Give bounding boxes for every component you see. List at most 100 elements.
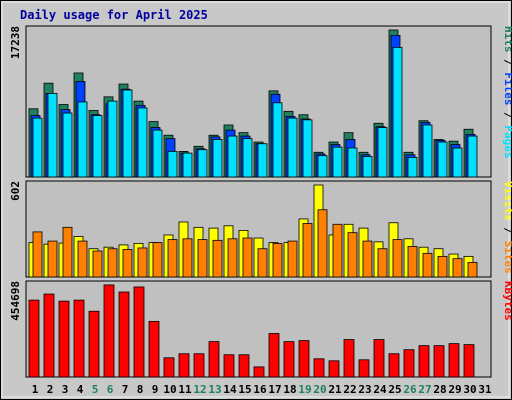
legend-sites-label: Sites: [502, 241, 512, 274]
bar-pages-day-3: [62, 112, 73, 178]
day-label-8: 8: [137, 383, 144, 396]
day-label-11: 11: [178, 383, 192, 396]
bar-pages-day-10: [167, 151, 178, 178]
bar-sites-day-5: [92, 250, 103, 278]
day-label-18: 18: [283, 383, 296, 396]
bar-pages-day-6: [107, 100, 118, 178]
bar-sites-day-3: [62, 226, 73, 278]
day-label-10: 10: [163, 383, 176, 396]
day-label-15: 15: [238, 383, 251, 396]
bar-pages-day-15: [242, 138, 253, 178]
bar-sites-day-20: [317, 209, 328, 278]
legend-kbytes-label: KBytes: [502, 281, 512, 321]
day-label-4: 4: [77, 383, 84, 396]
bar-sites-day-17: [272, 242, 283, 278]
bar-sites-day-25: [392, 239, 403, 278]
bar-pages-day-9: [152, 129, 163, 178]
bar-pages-day-21: [332, 146, 343, 178]
panel-visits-legend: Visits / Sites: [502, 181, 512, 274]
bar-kbytes-day-7: [118, 291, 130, 378]
day-label-22: 22: [343, 383, 356, 396]
bar-pages-day-7: [122, 89, 133, 178]
legend-pages-label: Pages: [502, 125, 512, 158]
bar-kbytes-day-6: [103, 284, 115, 378]
bar-kbytes-day-3: [58, 300, 70, 378]
legend-hits-label: Hits: [502, 26, 512, 53]
legend-files-label: Files: [502, 72, 512, 105]
bar-pages-day-4: [77, 101, 88, 178]
bar-kbytes-day-15: [238, 354, 250, 378]
bar-sites-day-23: [362, 240, 373, 278]
bar-kbytes-day-11: [178, 353, 190, 378]
bar-kbytes-day-19: [298, 340, 310, 378]
day-label-14: 14: [223, 383, 237, 396]
bar-kbytes-day-1: [28, 299, 40, 378]
bar-sites-day-29: [452, 258, 463, 278]
bar-kbytes-day-8: [133, 286, 145, 378]
bar-pages-day-13: [212, 139, 223, 178]
day-label-16: 16: [253, 383, 267, 396]
bar-sites-day-8: [137, 247, 148, 278]
bar-pages-day-19: [302, 119, 313, 178]
bar-sites-day-1: [32, 231, 43, 278]
bar-kbytes-day-13: [208, 341, 220, 378]
bar-pages-day-14: [227, 135, 238, 178]
bar-pages-day-5: [92, 115, 103, 178]
bar-pages-day-30: [467, 135, 478, 178]
bar-sites-day-30: [467, 262, 478, 278]
bar-sites-day-27: [422, 252, 433, 278]
bar-pages-day-11: [182, 152, 193, 178]
day-label-24: 24: [373, 383, 387, 396]
bar-sites-day-7: [122, 249, 133, 278]
bar-kbytes-day-22: [343, 339, 355, 378]
bar-kbytes-day-21: [328, 360, 340, 378]
bar-kbytes-day-2: [43, 293, 55, 378]
bar-pages-day-23: [362, 156, 373, 178]
bar-sites-day-13: [212, 239, 223, 278]
day-label-12: 12: [193, 383, 206, 396]
bar-kbytes-day-23: [358, 359, 370, 378]
bar-kbytes-day-9: [148, 320, 160, 378]
panel-hits-max-label: 17238: [9, 26, 22, 59]
day-label-26: 26: [403, 383, 417, 396]
bar-sites-day-15: [242, 237, 253, 278]
panel-hits-legend: Hits / Files / Pages: [502, 26, 512, 159]
bar-kbytes-day-10: [163, 357, 175, 378]
bar-kbytes-day-12: [193, 353, 205, 378]
day-label-7: 7: [122, 383, 129, 396]
panel-kbytes-legend: KBytes: [502, 281, 512, 321]
bar-pages-day-27: [422, 124, 433, 178]
day-label-2: 2: [47, 383, 54, 396]
day-label-31: 31: [478, 383, 492, 396]
bar-kbytes-day-26: [403, 349, 415, 378]
legend--label: /: [502, 106, 512, 126]
day-label-1: 1: [32, 383, 39, 396]
day-labels: 1 2 3 4 5 6 7 8 9 10 11 12 13 14 15 16 17 18 19 20 21 22 23 24 2…: [32, 383, 492, 396]
day-label-20: 20: [313, 383, 326, 396]
bar-kbytes-day-20: [313, 358, 325, 378]
bar-kbytes-day-17: [268, 333, 280, 378]
bar-pages-day-2: [47, 93, 58, 178]
bar-pages-day-25: [392, 46, 403, 178]
bar-sites-day-9: [152, 242, 163, 278]
bar-sites-day-4: [77, 240, 88, 278]
bar-sites-day-2: [47, 240, 58, 278]
panel-visits-max-label: 602: [9, 181, 22, 201]
bar-kbytes-day-14: [223, 354, 235, 378]
bar-kbytes-day-24: [373, 339, 385, 378]
bar-pages-day-8: [137, 107, 148, 178]
bar-kbytes-day-16: [253, 366, 265, 378]
bar-kbytes-day-5: [88, 310, 100, 378]
bar-sites-day-21: [332, 223, 343, 278]
bar-kbytes-day-29: [448, 343, 460, 378]
bar-kbytes-day-27: [418, 345, 430, 378]
bar-sites-day-28: [437, 255, 448, 278]
bar-sites-day-19: [302, 223, 313, 278]
day-label-21: 21: [328, 383, 342, 396]
bar-pages-day-29: [452, 147, 463, 178]
bar-pages-day-28: [437, 141, 448, 178]
day-label-25: 25: [388, 383, 401, 396]
day-label-29: 29: [448, 383, 461, 396]
